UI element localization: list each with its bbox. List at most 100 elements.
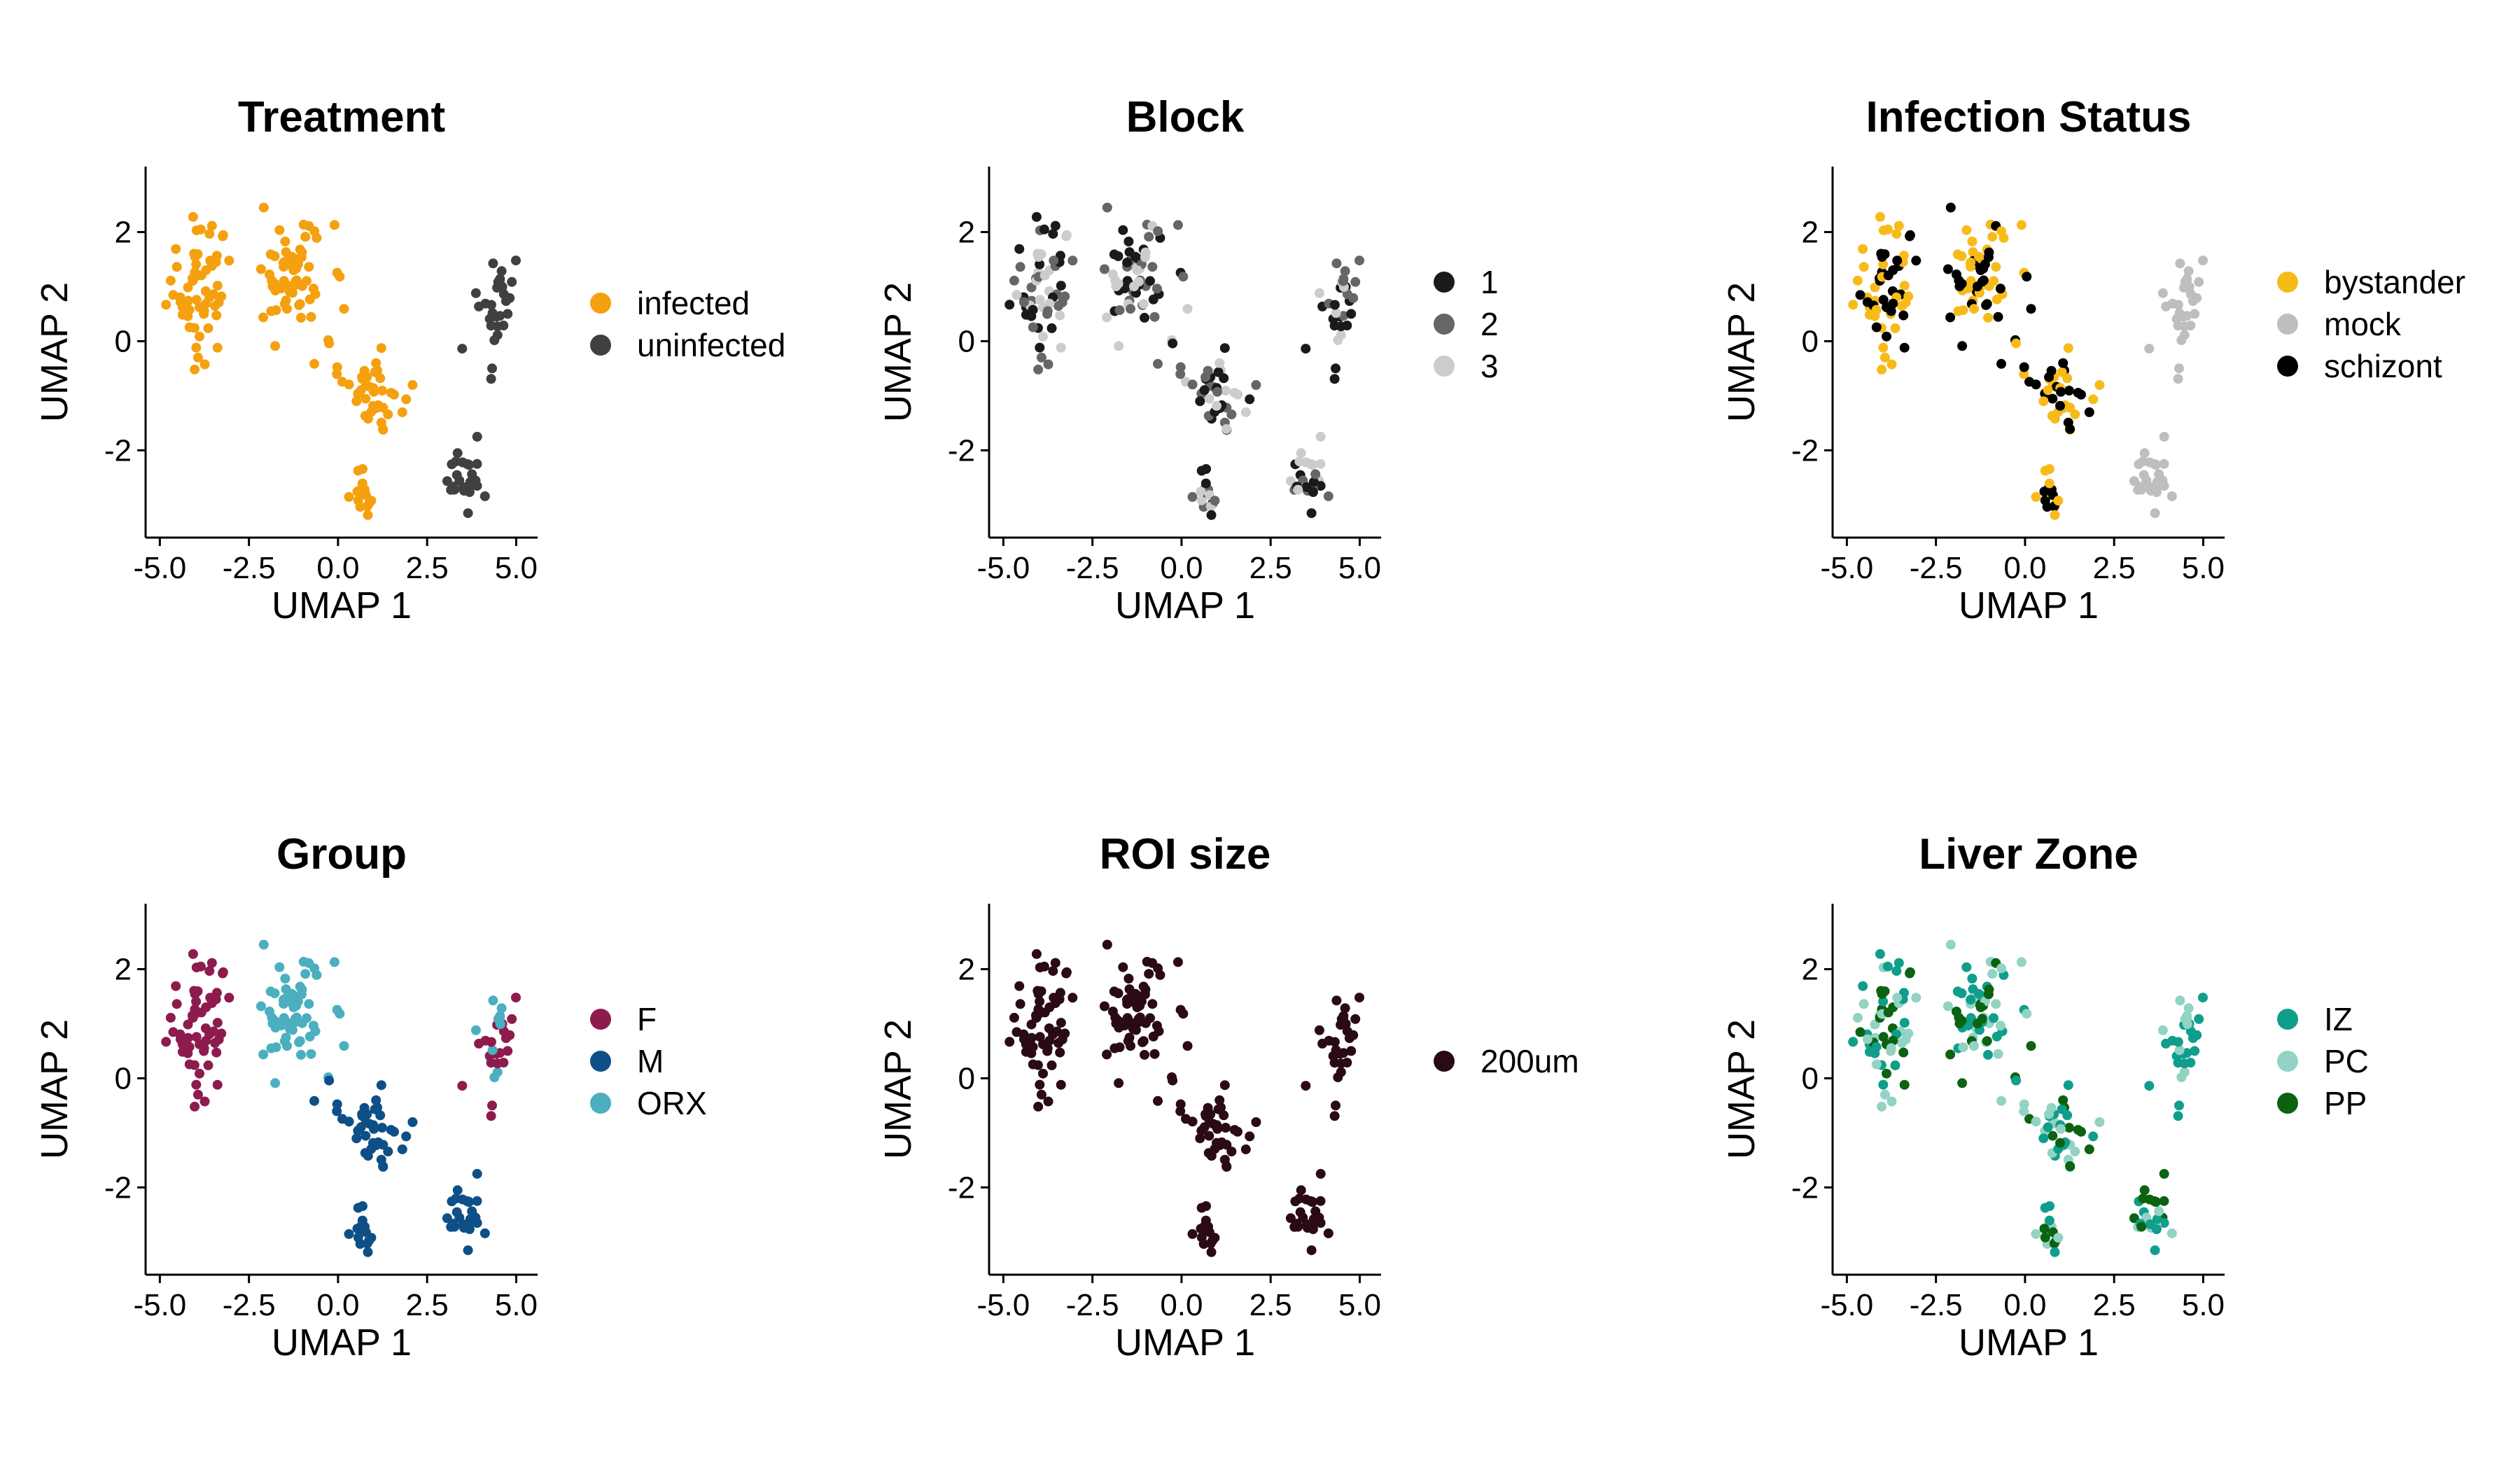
point	[1969, 304, 1979, 314]
point	[1212, 1138, 1222, 1148]
point	[1140, 989, 1150, 1000]
point	[449, 1222, 460, 1232]
point	[1892, 993, 1903, 1003]
x-tick-label: -2.5	[1910, 551, 1963, 585]
point	[2157, 288, 2168, 298]
point	[1107, 1007, 1118, 1016]
point	[1118, 225, 1128, 235]
point	[1178, 272, 1189, 282]
point	[211, 310, 222, 321]
point	[479, 1228, 490, 1238]
point	[2190, 309, 2200, 319]
point	[175, 1034, 186, 1044]
point	[1140, 1049, 1149, 1060]
point	[270, 1078, 281, 1088]
point	[1153, 358, 1163, 369]
point	[1009, 275, 1019, 286]
point	[407, 1117, 418, 1127]
point	[192, 352, 203, 363]
point	[462, 1196, 472, 1206]
y-tick-label: -2	[1791, 433, 1819, 468]
point	[492, 321, 503, 332]
panel-title: Liver Zone	[1919, 830, 2138, 878]
point	[290, 276, 300, 287]
point	[1200, 1215, 1211, 1226]
point	[1875, 948, 1885, 959]
point	[2011, 1075, 2022, 1086]
point	[1004, 1037, 1015, 1047]
x-tick-label: -2.5	[1066, 1288, 1119, 1322]
point	[344, 379, 354, 390]
point	[1212, 400, 1222, 411]
point	[1875, 211, 1885, 222]
point	[1011, 290, 1022, 300]
point	[2179, 321, 2190, 332]
point	[1310, 469, 1321, 479]
point	[360, 393, 371, 404]
point	[2019, 362, 2029, 372]
point	[2016, 957, 2026, 967]
point	[1903, 291, 1914, 302]
legend-key	[590, 1051, 611, 1072]
point	[1858, 981, 1868, 991]
point	[2138, 1194, 2148, 1204]
point	[1109, 986, 1119, 997]
point	[1050, 220, 1060, 231]
point	[492, 1058, 503, 1069]
point	[2194, 1014, 2204, 1024]
point	[2139, 448, 2150, 458]
point	[2040, 1232, 2050, 1242]
point	[1987, 232, 1998, 242]
point	[470, 1025, 481, 1035]
point	[1114, 1042, 1125, 1053]
point	[2173, 1037, 2183, 1047]
point	[1331, 1100, 1340, 1111]
point	[1892, 255, 1903, 266]
point	[1996, 1096, 2006, 1106]
point	[1153, 1096, 1163, 1106]
point	[2149, 458, 2160, 469]
legend-key	[2277, 356, 2298, 377]
point	[1882, 331, 1891, 342]
point	[1187, 1228, 1198, 1239]
point	[191, 259, 202, 270]
legend-label: ORX	[637, 1085, 707, 1121]
point	[1945, 202, 1956, 213]
point	[1035, 1079, 1045, 1090]
point	[329, 957, 340, 967]
point	[2058, 1095, 2068, 1105]
point	[304, 999, 314, 1009]
point	[264, 270, 274, 279]
point	[2031, 491, 2041, 502]
point	[1054, 301, 1064, 311]
point	[279, 276, 289, 286]
point	[1871, 1059, 1882, 1070]
point	[1911, 255, 1921, 266]
legend-key	[2277, 1009, 2298, 1030]
point	[280, 237, 290, 246]
point	[304, 1031, 315, 1042]
point	[457, 1081, 468, 1091]
point	[2057, 1104, 2067, 1114]
point	[464, 487, 475, 497]
x-tick-label: 0.0	[1160, 551, 1203, 585]
point	[339, 304, 349, 314]
point	[2173, 374, 2183, 384]
x-tick-label: 2.5	[1250, 551, 1292, 585]
legend-label: infected	[637, 285, 750, 321]
point	[1975, 1002, 1986, 1012]
point	[2019, 1099, 2029, 1110]
point	[1338, 1013, 1348, 1023]
point	[199, 306, 209, 316]
point	[329, 220, 340, 230]
point	[344, 491, 354, 502]
point	[1993, 1049, 2003, 1059]
point	[274, 962, 285, 972]
scatter-points	[161, 939, 521, 1257]
point	[1306, 1245, 1317, 1256]
point	[1014, 981, 1025, 991]
point	[2179, 1058, 2190, 1069]
point	[1213, 1104, 1224, 1114]
point	[2144, 1081, 2155, 1091]
point	[2084, 1144, 2094, 1154]
